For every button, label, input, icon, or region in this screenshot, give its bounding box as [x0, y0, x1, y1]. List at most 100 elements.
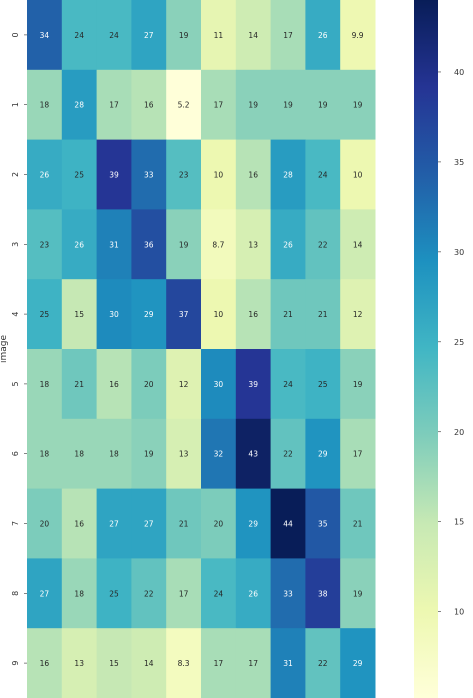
colorbar-tick-label: 10	[454, 608, 464, 617]
cell-value-label: 15	[109, 659, 119, 668]
heatmap-cell	[235, 69, 272, 141]
heatmap-cell	[166, 628, 202, 698]
cell-value-label: 17	[353, 450, 363, 459]
heatmap-cell	[27, 209, 63, 280]
cell-value-label: 33	[144, 171, 154, 180]
cell-value-label: 16	[248, 171, 258, 180]
cell-value-label: 9.9	[352, 31, 364, 40]
cell-value-label: 19	[179, 240, 189, 249]
heatmap-cell	[340, 139, 376, 210]
cell-value-label: 12	[179, 380, 189, 389]
cell-value-label: 19	[353, 380, 363, 389]
heatmap-cell	[27, 69, 63, 141]
cell-value-label: 18	[40, 380, 50, 389]
heatmap-cell	[61, 209, 98, 280]
heatmap-cell	[61, 418, 98, 490]
cell-value-label: 14	[144, 659, 154, 668]
heatmap-cell	[96, 628, 132, 698]
heatmap-cell	[96, 349, 132, 420]
cell-value-label: 19	[318, 101, 328, 110]
heatmap-cell	[340, 628, 376, 698]
cell-value-label: 25	[40, 310, 50, 319]
heatmap-cell	[131, 69, 167, 141]
cell-value-label: 10	[214, 171, 224, 180]
cell-value-label: 17	[109, 101, 119, 110]
cell-value-label: 16	[74, 520, 84, 529]
y-axis-label: image	[0, 335, 9, 363]
cell-value-label: 22	[144, 589, 154, 598]
cell-value-label: 26	[318, 31, 328, 40]
heatmap-cell	[166, 209, 202, 280]
heatmap-cell	[235, 209, 272, 280]
heatmap-cells: 34 24 24 27 19 11 14 17 26 9.9 18 28 17 16 5.2 17 19 19 19…	[27, 0, 376, 698]
cell-value-label: 8.7	[212, 240, 224, 249]
row-tick-label: 7	[11, 521, 20, 526]
heatmap-cell	[27, 558, 63, 629]
cell-value-label: 23	[179, 171, 189, 180]
cell-value-label: 32	[214, 450, 224, 459]
cell-value-label: 39	[109, 171, 119, 180]
heatmap-cell	[270, 69, 306, 141]
heatmap-cell	[305, 139, 341, 210]
cell-value-label: 29	[318, 450, 328, 459]
cell-value-label: 24	[109, 31, 119, 40]
heatmap-cell	[131, 418, 167, 490]
cell-value-label: 19	[283, 101, 293, 110]
heatmap-cell	[27, 139, 63, 210]
row-tick-label: 9	[11, 661, 20, 666]
heatmap-cell	[201, 69, 237, 141]
heatmap-cell	[340, 418, 376, 490]
heatmap-cell	[96, 418, 132, 490]
colorbar-tick-label: 40	[454, 68, 464, 77]
heatmap-cell	[27, 279, 63, 350]
row-tick-label: 3	[11, 242, 20, 247]
heatmap-cell	[131, 279, 167, 350]
heatmap-cell	[131, 558, 167, 629]
heatmap-cell	[340, 69, 376, 141]
cell-value-label: 19	[353, 101, 363, 110]
heatmap-cell	[270, 349, 306, 420]
cell-value-label: 31	[283, 659, 293, 668]
cell-value-label: 19	[248, 101, 258, 110]
cell-value-label: 25	[109, 589, 119, 598]
row-tick-label: 1	[11, 102, 20, 107]
heatmap-cell	[235, 139, 272, 210]
cell-value-label: 24	[318, 171, 328, 180]
heatmap-cell	[340, 209, 376, 280]
row-tick-label: 5	[11, 381, 20, 386]
heatmap-cell	[305, 349, 341, 420]
heatmap-cell	[96, 558, 132, 629]
cell-value-label: 26	[283, 240, 293, 249]
cell-value-label: 10	[214, 310, 224, 319]
cell-value-label: 15	[74, 310, 84, 319]
cell-value-label: 13	[74, 659, 84, 668]
cell-value-label: 18	[74, 450, 84, 459]
heatmap-cell	[270, 628, 306, 698]
cell-value-label: 12	[353, 310, 363, 319]
cell-value-label: 21	[283, 310, 293, 319]
cell-value-label: 27	[40, 589, 50, 598]
cell-value-label: 18	[40, 450, 50, 459]
heatmap-cell	[305, 209, 341, 280]
heatmap-cell	[96, 209, 132, 280]
cell-value-label: 24	[214, 589, 224, 598]
cell-value-label: 25	[74, 171, 84, 180]
heatmap-cell	[96, 0, 132, 71]
cell-value-label: 22	[318, 240, 328, 249]
heatmap-cell	[235, 349, 272, 420]
cell-value-label: 29	[248, 520, 258, 529]
heatmap-cell	[27, 628, 63, 698]
heatmap-cell	[305, 418, 341, 490]
row-tick-label: 4	[11, 312, 20, 317]
cell-value-label: 17	[214, 101, 224, 110]
cell-value-label: 34	[40, 31, 50, 40]
heatmap-cell	[61, 139, 98, 210]
heatmap-cell	[201, 628, 237, 698]
heatmap-cell	[61, 69, 98, 141]
cell-value-label: 23	[40, 240, 50, 249]
heatmap-cell	[61, 558, 98, 629]
heatmap-cell	[305, 0, 341, 71]
heatmap-cell	[166, 139, 202, 210]
heatmap-cell	[340, 488, 376, 559]
cell-value-label: 30	[214, 380, 224, 389]
